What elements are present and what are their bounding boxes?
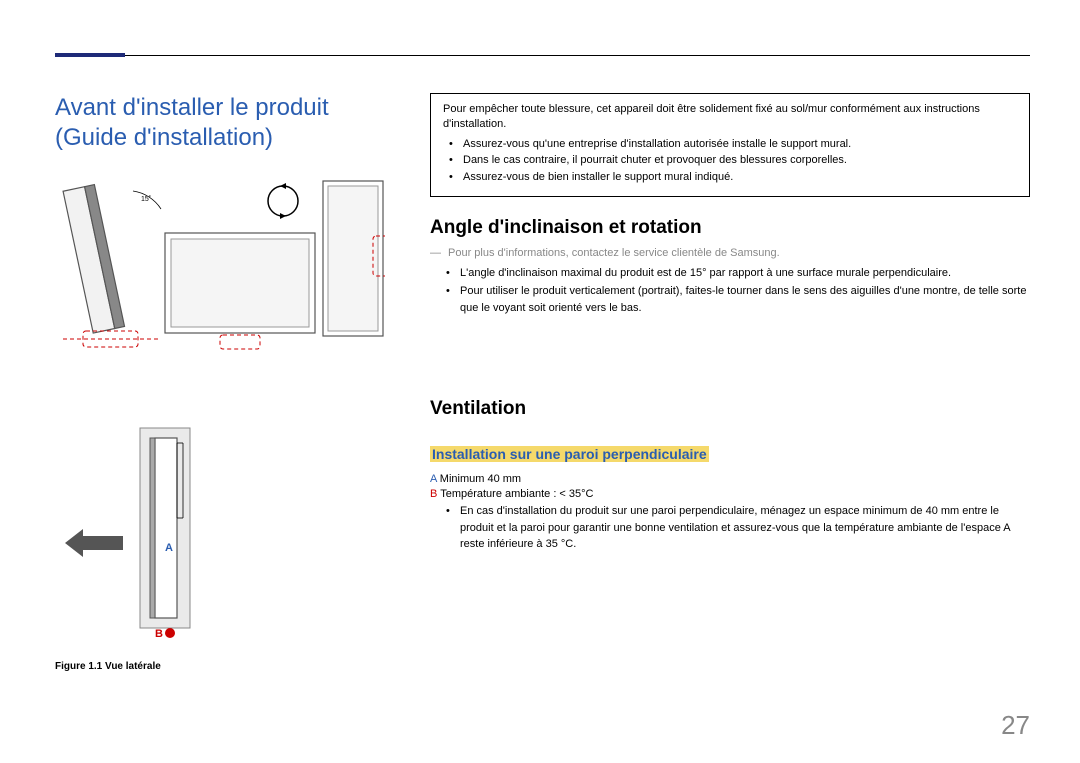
tilt-diagram-svg: 15˚ xyxy=(55,173,385,353)
ventilation-heading: Ventilation xyxy=(430,398,1030,420)
left-column: Avant d'installer le produit (Guide d'in… xyxy=(55,93,390,672)
warning-item: Assurez-vous de bien installer le suppor… xyxy=(463,170,1017,185)
spec-b-line: B Température ambiante : < 35°C xyxy=(430,488,1030,500)
spec-a-text: Minimum 40 mm xyxy=(440,473,521,485)
warning-item: Dans le cas contraire, il pourrait chute… xyxy=(463,153,1017,168)
main-heading: Avant d'installer le produit (Guide d'in… xyxy=(55,93,390,153)
spec-a-label: A xyxy=(430,473,437,485)
tilt-note: Pour plus d'informations, contactez le s… xyxy=(430,247,1030,259)
heading-line1: Avant d'installer le produit xyxy=(55,94,329,121)
warning-box: Pour empêcher toute blessure, cet appare… xyxy=(430,93,1030,197)
ventilation-list: En cas d'installation du produit sur une… xyxy=(430,503,1030,553)
warning-list: Assurez-vous qu'une entreprise d'install… xyxy=(443,137,1017,185)
spec-b-text: Température ambiante : < 35°C xyxy=(440,488,593,500)
warning-intro: Pour empêcher toute blessure, cet appare… xyxy=(443,102,1017,133)
label-a: A xyxy=(165,542,173,554)
top-rule xyxy=(55,55,1030,56)
spacer xyxy=(430,318,1030,398)
tilt-list: L'angle d'inclinaison maximal du produit… xyxy=(430,265,1030,317)
spec-a-line: A Minimum 40 mm xyxy=(430,473,1030,485)
document-page: Avant d'installer le produit (Guide d'in… xyxy=(0,0,1080,763)
label-b: B xyxy=(155,628,163,640)
tilt-rotation-diagram: 15˚ xyxy=(55,173,390,353)
ventilation-item: En cas d'installation du produit sur une… xyxy=(460,503,1030,553)
right-column: Pour empêcher toute blessure, cet appare… xyxy=(430,93,1030,672)
figure-caption: Figure 1.1 Vue latérale xyxy=(55,661,215,672)
tilt-heading: Angle d'inclinaison et rotation xyxy=(430,217,1030,239)
warning-item: Assurez-vous qu'une entreprise d'install… xyxy=(463,137,1017,152)
page-number: 27 xyxy=(1001,710,1030,741)
side-view-diagram: A B Figure 1.1 Vue latérale xyxy=(55,423,215,672)
ventilation-subheading: Installation sur une paroi perpendiculai… xyxy=(430,446,709,462)
top-rule-accent xyxy=(55,53,125,57)
ventilation-subheading-text: Installation sur une paroi perpendiculai… xyxy=(430,446,709,462)
heading-line2: (Guide d'installation) xyxy=(55,124,273,151)
tilt-item: Pour utiliser le produit verticalement (… xyxy=(460,283,1030,316)
side-view-svg: A B xyxy=(55,423,215,653)
content-columns: Avant d'installer le produit (Guide d'in… xyxy=(55,55,1030,672)
spec-b-label: B xyxy=(430,488,437,500)
tilt-item: L'angle d'inclinaison maximal du produit… xyxy=(460,265,1030,282)
angle-label: 15˚ xyxy=(141,195,151,203)
